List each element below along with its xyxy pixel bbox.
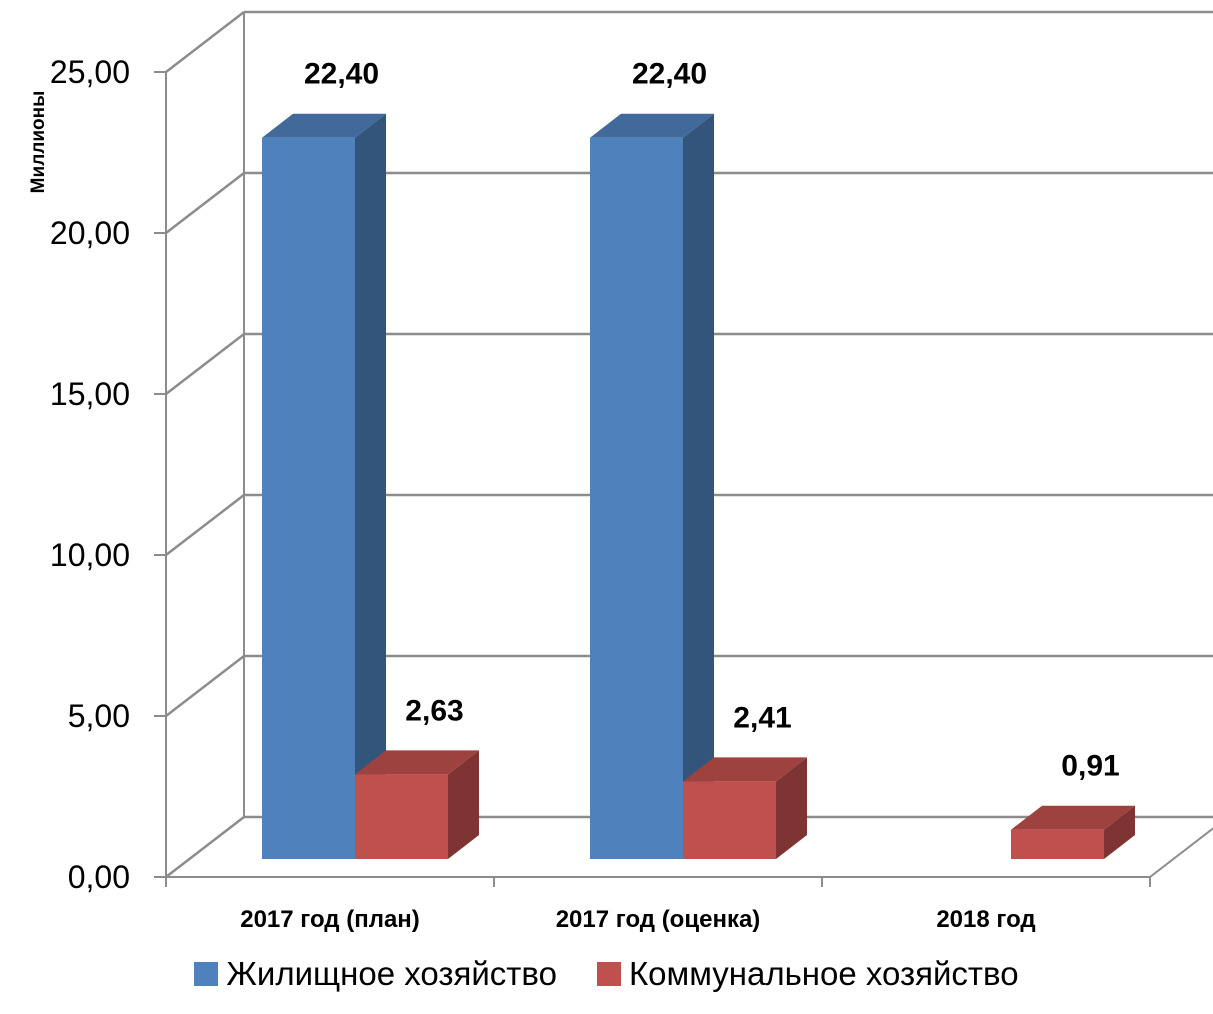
- data-label: 22,40: [304, 58, 379, 91]
- legend-label-utilities: Коммунальное хозяйство: [628, 955, 1019, 992]
- data-labels: 22,40 22,40 2,63 2,41 0,91: [304, 58, 1120, 783]
- y-tick-label: 10,00: [50, 537, 130, 573]
- legend: Жилищное хозяйство Коммунальное хозяйств…: [0, 944, 1213, 1004]
- legend-label-housing: Жилищное хозяйство: [226, 955, 557, 992]
- gridline-side: [165, 172, 245, 234]
- bar-side: [683, 113, 714, 860]
- x-tick-label: 2018 год: [936, 906, 1035, 933]
- data-label: 2,41: [733, 701, 791, 734]
- bar: [262, 137, 355, 860]
- x-tick-label: 2017 год (оценка): [556, 906, 761, 933]
- bar: [355, 774, 448, 859]
- gridline-side: [165, 655, 245, 717]
- bar-top: [355, 750, 479, 775]
- legend-item-housing: Жилищное хозяйство: [194, 955, 557, 993]
- bar-side: [776, 757, 807, 859]
- bar: [1011, 829, 1104, 859]
- legend-swatch-housing: [194, 962, 219, 986]
- y-tick-label: 5,00: [68, 698, 130, 734]
- y-tick-label: 25,00: [50, 54, 130, 90]
- bar: [590, 137, 683, 860]
- axes: 0,00 5,00 10,00 15,00 20,00 25,00 2017 год (пл…: [50, 12, 1213, 933]
- bar-top: [262, 113, 386, 138]
- bar-top: [1011, 805, 1135, 830]
- bar-top: [683, 757, 807, 782]
- y-tick-label: 20,00: [50, 215, 130, 251]
- legend-item-utilities: Коммунальное хозяйство: [596, 955, 1019, 993]
- data-label: 22,40: [632, 58, 707, 91]
- bar-side: [1104, 805, 1135, 859]
- floor-edge-right: [1149, 827, 1213, 878]
- y-axis-title: Миллионы: [28, 91, 49, 194]
- x-tick-label: 2017 год (план): [240, 906, 420, 933]
- bar-top: [590, 113, 714, 138]
- bar-side: [355, 113, 386, 860]
- y-tick-label: 0,00: [68, 859, 130, 895]
- bar: [683, 781, 776, 859]
- gridline-side: [165, 494, 245, 556]
- gridline-side: [165, 816, 245, 878]
- data-label: 0,91: [1061, 750, 1119, 783]
- gridline-side: [165, 333, 245, 395]
- y-tick-label: 15,00: [50, 376, 130, 412]
- bar-side: [448, 750, 479, 859]
- gridline-side: [165, 11, 245, 73]
- data-label: 2,63: [405, 694, 463, 727]
- bars: [262, 113, 1135, 860]
- legend-swatch-utilities: [596, 962, 621, 986]
